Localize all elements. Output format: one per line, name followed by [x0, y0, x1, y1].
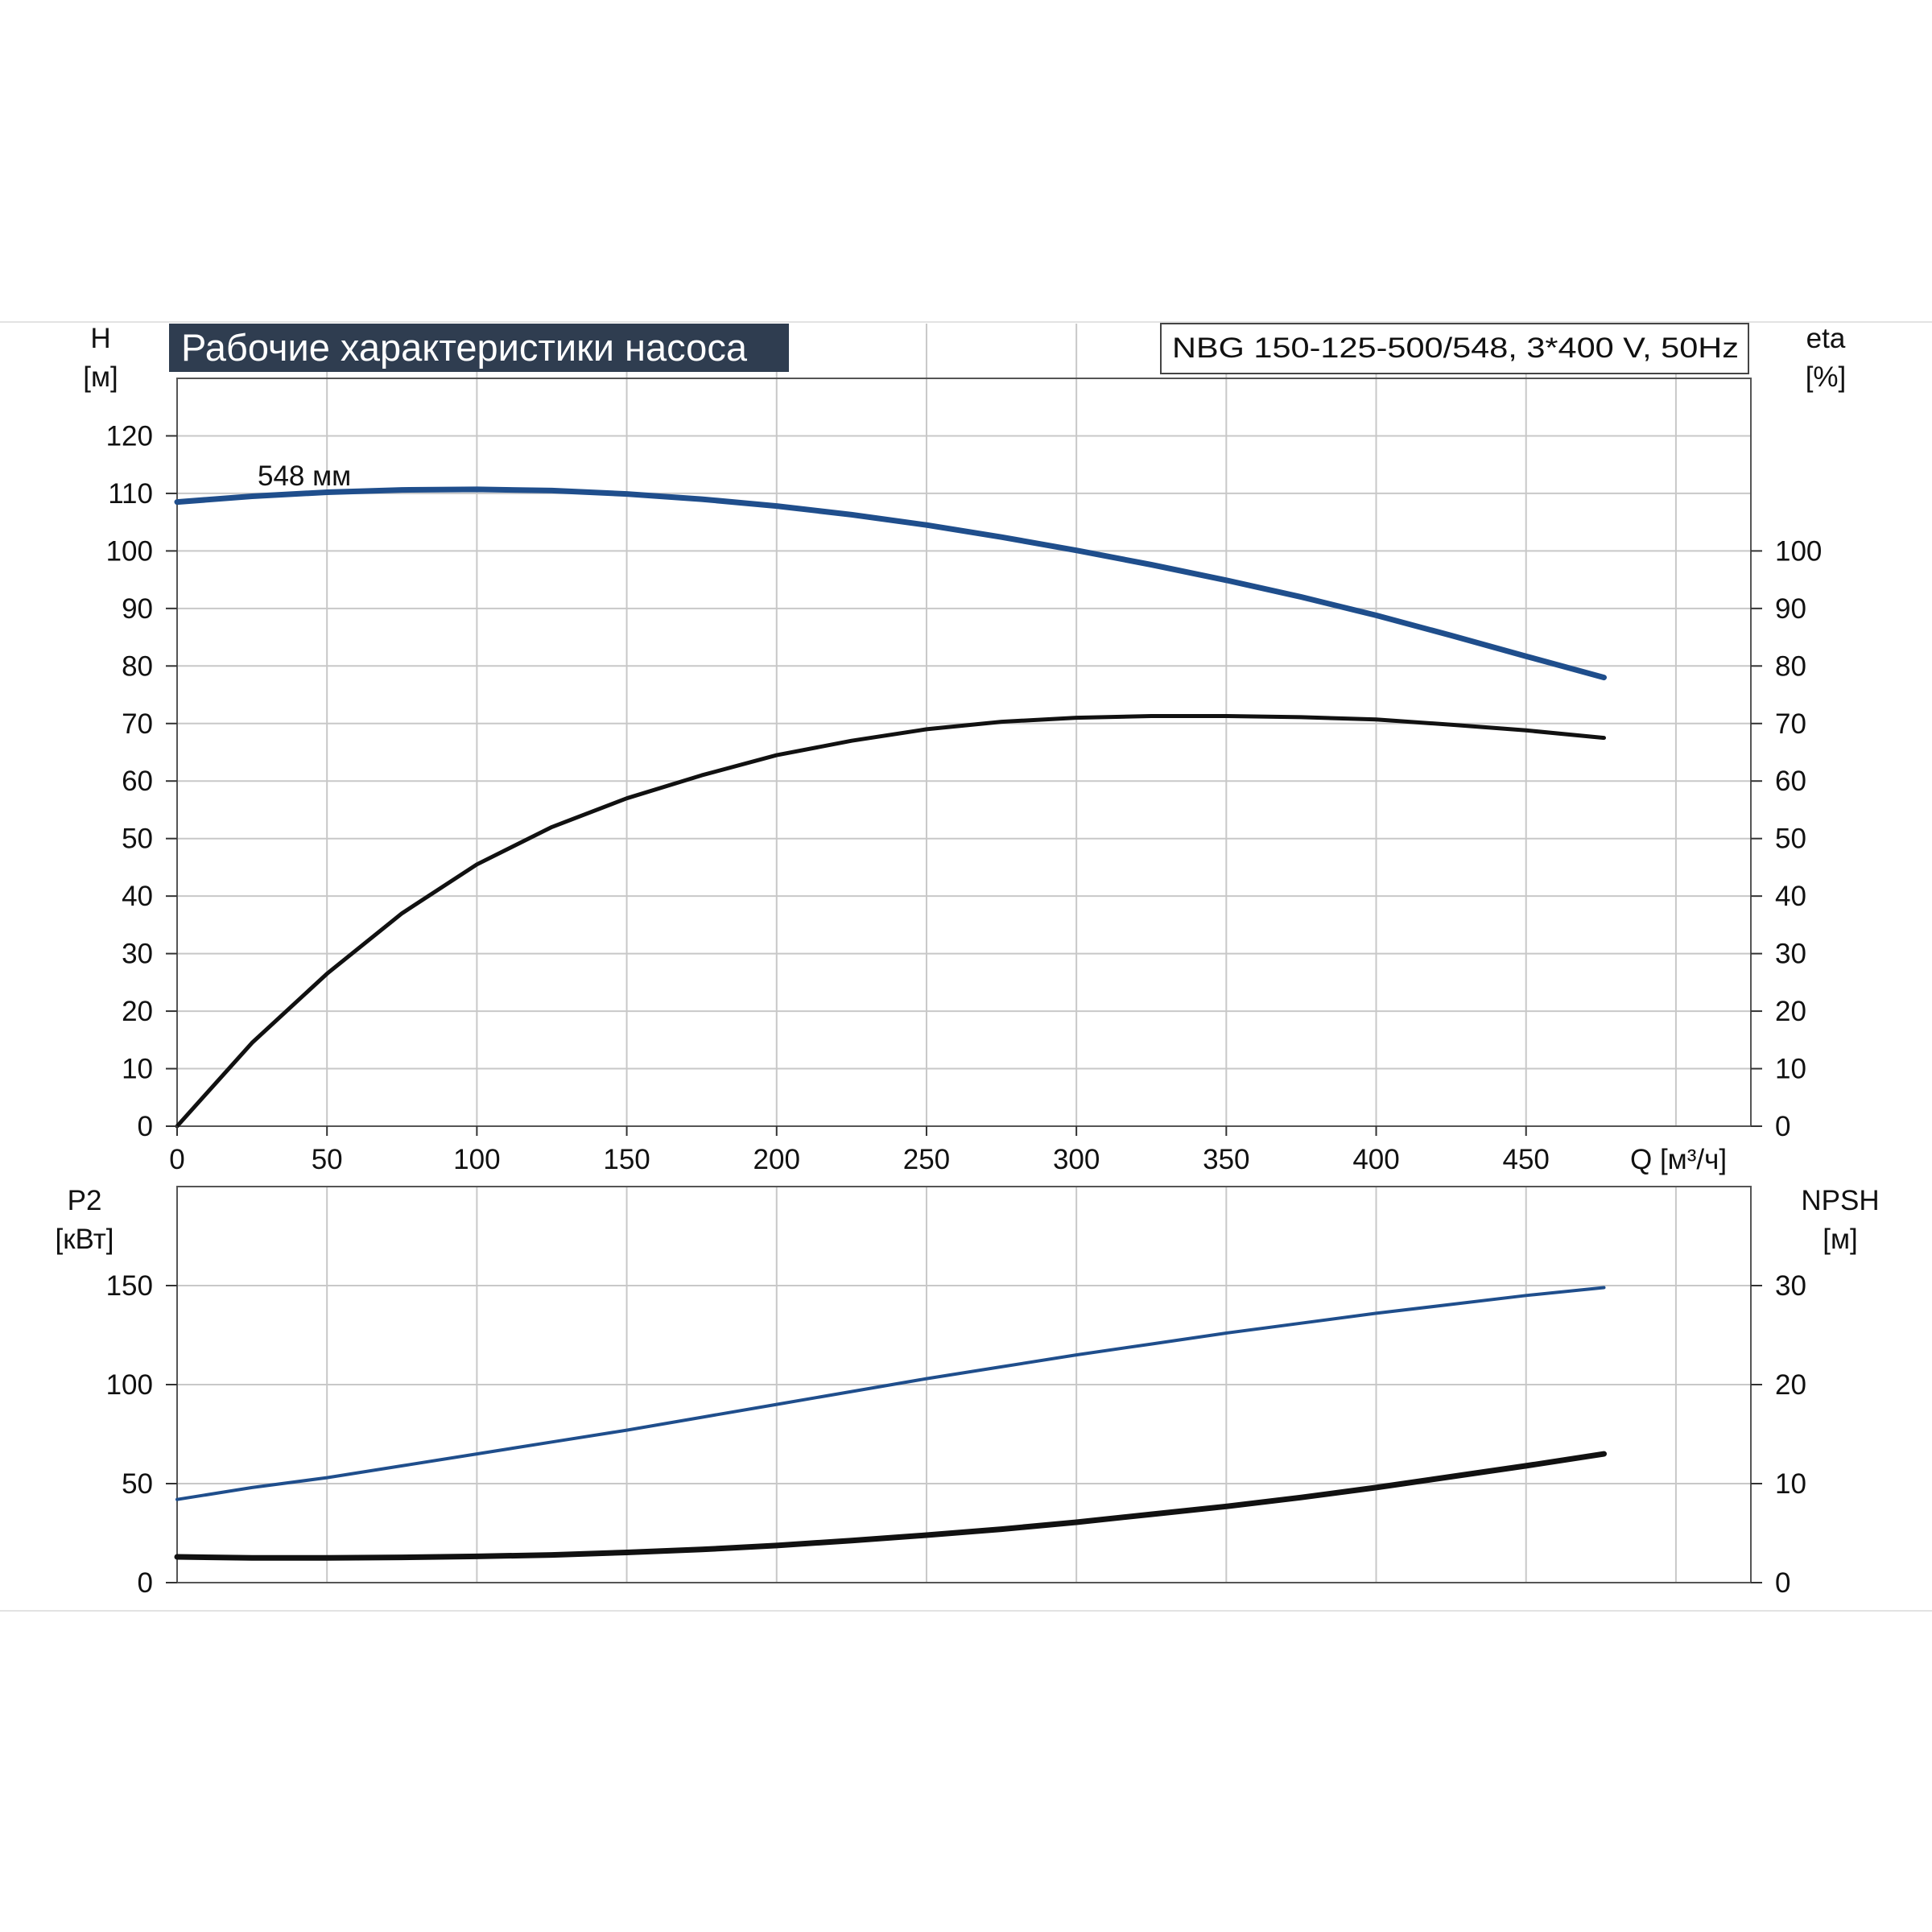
p2-tick-label: 50	[122, 1468, 153, 1500]
h-tick-label: 70	[122, 708, 153, 740]
h-tick-label: 120	[106, 420, 153, 452]
eta-tick-label: 20	[1775, 996, 1806, 1027]
h-tick-label: 80	[122, 650, 153, 682]
npsh-tick-label: 0	[1775, 1567, 1790, 1599]
h-tick-label: 90	[122, 593, 153, 625]
eta-tick-label: 100	[1775, 535, 1822, 567]
h-axis-name: H	[90, 323, 110, 354]
top-plot-frame	[176, 378, 1752, 1127]
npsh-axis-name: NPSH	[1801, 1185, 1879, 1216]
h-tick-label: 60	[122, 766, 153, 797]
h-axis-unit: [м]	[83, 361, 118, 393]
q-tick-label: 0	[169, 1144, 184, 1175]
eta-tick-label: 10	[1775, 1054, 1806, 1085]
h-tick-label: 30	[122, 939, 153, 970]
h-tick-label: 50	[122, 824, 153, 855]
q-tick-label: 150	[603, 1144, 650, 1175]
model-box	[1160, 323, 1749, 374]
q-tick-label: 350	[1203, 1144, 1249, 1175]
title-background	[169, 324, 789, 372]
eta-axis-name: eta	[1806, 323, 1846, 354]
q-tick-label: 400	[1352, 1144, 1399, 1175]
h-tick-label: 0	[138, 1111, 153, 1142]
eta-tick-label: 30	[1775, 939, 1806, 970]
q-tick-label: 250	[903, 1144, 950, 1175]
h-tick-label: 100	[106, 535, 153, 567]
p2-tick-label: 150	[106, 1270, 153, 1302]
eta-tick-label: 40	[1775, 881, 1806, 912]
head-curve	[174, 486, 1607, 681]
npsh-tick-label: 30	[1775, 1270, 1806, 1302]
eta-tick-label: 80	[1775, 650, 1806, 682]
q-tick-label: 200	[753, 1144, 800, 1175]
npsh-axis-unit: [м]	[1823, 1224, 1858, 1255]
p2-tick-label: 100	[106, 1369, 153, 1401]
p2-axis-name: P2	[68, 1185, 102, 1216]
q-axis-label: Q [м³/ч]	[1630, 1144, 1727, 1175]
eta-tick-label: 70	[1775, 708, 1806, 740]
eta-axis-unit: [%]	[1806, 361, 1847, 393]
npsh-tick-label: 10	[1775, 1468, 1806, 1500]
eta-tick-label: 60	[1775, 766, 1806, 797]
q-tick-label: 50	[312, 1144, 343, 1175]
bottom-left-axis-ticks: 0 50 100 150	[106, 1270, 177, 1599]
top-left-axis-ticks: 0 10 20 30 40 50 60 70 80 90 100 110 120	[106, 420, 177, 1142]
chart-title: Рабочие характеристики насоса	[181, 326, 748, 369]
eta-tick-label: 90	[1775, 593, 1806, 625]
power-curve	[175, 1286, 1606, 1501]
h-tick-label: 20	[122, 996, 153, 1027]
bottom-right-axis-ticks: 0 10 20 30	[1751, 1270, 1806, 1599]
impeller-diameter-label: 548 мм	[258, 460, 351, 492]
q-tick-label: 300	[1053, 1144, 1100, 1175]
eta-tick-label: 50	[1775, 824, 1806, 855]
h-tick-label: 10	[122, 1054, 153, 1085]
efficiency-curve	[175, 714, 1606, 1129]
p2-axis-unit: [кВт]	[56, 1224, 114, 1255]
npsh-curve	[174, 1451, 1607, 1561]
q-tick-label: 100	[453, 1144, 500, 1175]
h-tick-label: 110	[108, 478, 153, 510]
q-tick-label: 450	[1503, 1144, 1550, 1175]
bottom-plot-grid	[177, 1187, 1751, 1583]
top-right-axis-ticks: 0 10 20 30 40 50 60 70 80 90 100	[1751, 535, 1822, 1142]
model-label: NBG 150-125-500/548, 3*400 V, 50Hz	[1172, 332, 1739, 364]
npsh-tick-label: 20	[1775, 1369, 1806, 1401]
x-axis-ticks: 0 50 100 150 200 250 300 350 400 450	[169, 1126, 1550, 1175]
eta-tick-label: 0	[1775, 1111, 1790, 1142]
h-tick-label: 40	[122, 881, 153, 912]
p2-tick-label: 0	[138, 1567, 153, 1599]
